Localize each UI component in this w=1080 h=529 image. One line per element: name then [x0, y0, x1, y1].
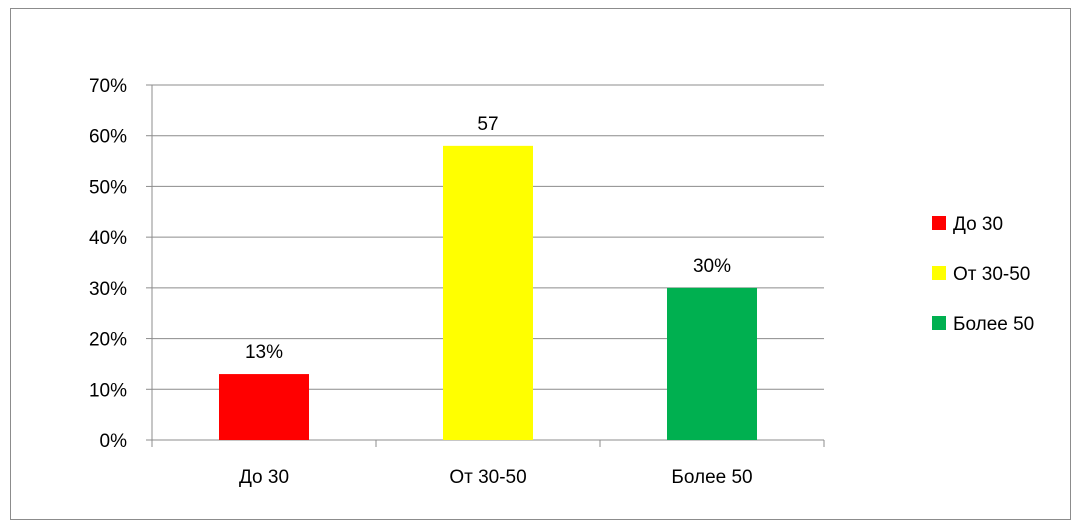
bar [443, 145, 533, 440]
data-label: 57 [477, 114, 498, 135]
legend-swatch [932, 266, 946, 280]
legend-swatch [932, 216, 946, 230]
data-labels: 13% 57 30% [245, 114, 731, 363]
x-tick-label: До 30 [239, 467, 289, 488]
bar [219, 374, 309, 440]
y-axis-ticks: 0% 10% 20% 30% 40% 50% 60% 70% [89, 76, 127, 452]
y-tick-label: 40% [89, 228, 127, 249]
data-label: 30% [693, 256, 731, 277]
bars [219, 145, 757, 440]
y-tick-label: 0% [100, 431, 128, 452]
x-tick-label: От 30-50 [449, 467, 526, 488]
chart-frame [10, 8, 1071, 520]
legend: До 30 От 30-50 Более 50 [932, 214, 1034, 335]
bar [667, 287, 757, 440]
data-label: 13% [245, 342, 283, 363]
legend-label: От 30-50 [953, 264, 1030, 285]
legend-item: До 30 [932, 214, 1003, 235]
y-tick-label: 10% [89, 380, 127, 401]
x-tick-label: Более 50 [671, 467, 752, 488]
y-tick-label: 20% [89, 330, 127, 351]
legend-label: Более 50 [953, 314, 1034, 335]
legend-label: До 30 [953, 214, 1003, 235]
legend-swatch [932, 316, 946, 330]
y-tick-label: 60% [89, 127, 127, 148]
y-tick-label: 70% [89, 76, 127, 97]
legend-item: Более 50 [932, 314, 1034, 335]
x-axis-ticks: До 30 От 30-50 Более 50 [239, 467, 753, 488]
y-tick-label: 50% [89, 177, 127, 198]
legend-item: От 30-50 [932, 264, 1030, 285]
y-tick-label: 30% [89, 279, 127, 300]
